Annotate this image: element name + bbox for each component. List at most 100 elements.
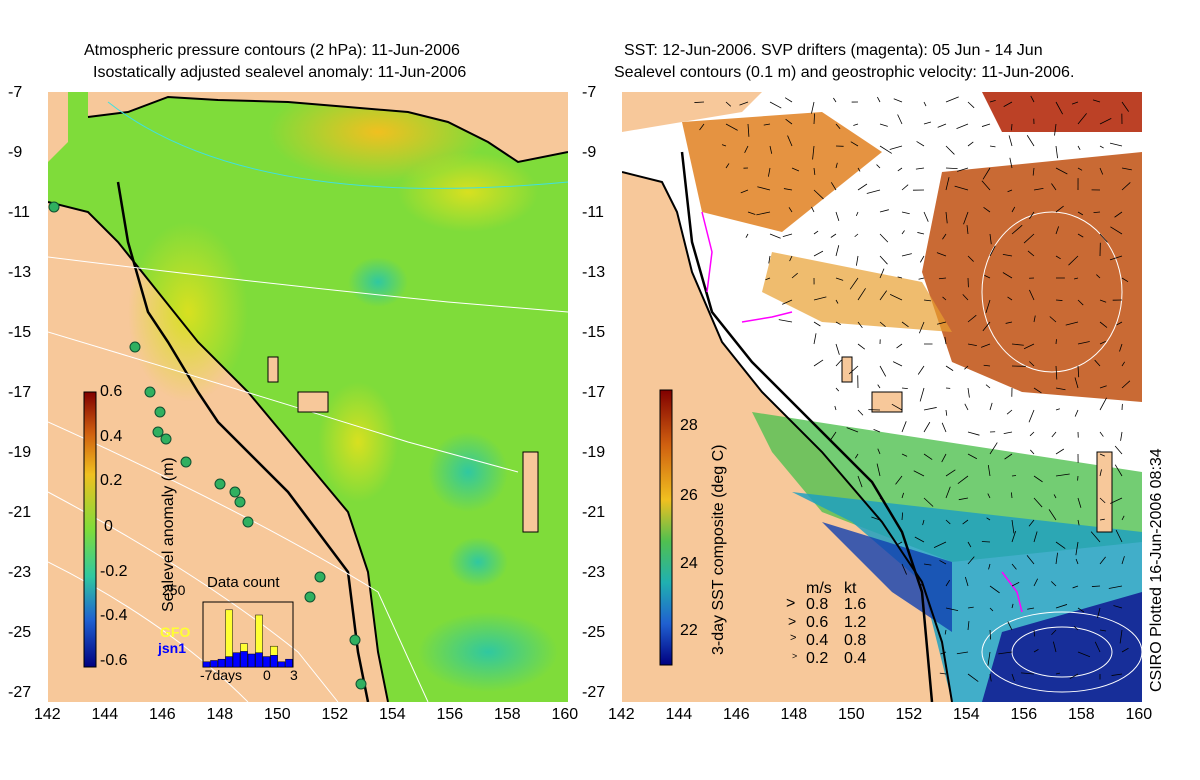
velocity-arrow: [1077, 519, 1080, 526]
lat-tick-label: -9: [582, 144, 597, 161]
velocity-arrow: [956, 651, 969, 655]
velocity-arrow: [945, 167, 958, 170]
velocity-arrow: [744, 145, 749, 153]
velocity-arrow: [1010, 492, 1013, 499]
velocity-arrow: [1121, 101, 1130, 112]
velocity-arrow: [1011, 581, 1020, 587]
velocity-arrow: [897, 276, 903, 279]
vel-kt: 1.2: [844, 614, 867, 631]
lon-tick-label: 152: [895, 706, 923, 723]
velocity-arrow: [1099, 167, 1104, 175]
velocity-arrow: [879, 268, 885, 279]
velocity-arrow: [1110, 497, 1123, 504]
velocity-arrow: [1077, 365, 1080, 378]
velocity-arrow: [739, 101, 749, 106]
velocity-arrow: [1077, 211, 1084, 216]
lon-tick-label: 148: [780, 706, 808, 723]
velocity-arrow: [944, 629, 947, 635]
inset-bar-jsn1: [217, 658, 226, 668]
velocity-arrow: [1048, 509, 1057, 521]
lat-tick-label: -17: [8, 384, 32, 401]
velocity-arrow: [1099, 453, 1105, 457]
right-cb-tick: 22: [680, 622, 698, 639]
velocity-arrow: [1029, 211, 1035, 220]
velocity-arrow: [747, 123, 750, 137]
sealevel-contour: [981, 611, 1142, 693]
velocity-arrow: [1007, 621, 1013, 631]
velocity-arrow: [956, 123, 969, 130]
velocity-arrow: [1121, 647, 1129, 653]
velocity-arrow: [857, 343, 866, 350]
tide-gauge-markers: [48, 201, 367, 690]
right-colorbar: [659, 389, 673, 666]
velocity-arrow: [857, 475, 863, 488]
new-guinea-land: [622, 92, 762, 132]
velocity-arrow: [787, 135, 793, 147]
lon-tick-label: 150: [264, 706, 291, 723]
velocity-arrow: [813, 321, 821, 327]
velocity-arrow: [915, 167, 925, 170]
velocity-arrow: [849, 277, 859, 290]
velocity-arrow: [1077, 113, 1087, 125]
velocity-arrow: [923, 211, 929, 222]
lon-tick-label: 146: [149, 706, 176, 723]
velocity-arrow: [1077, 497, 1082, 508]
velocity-arrow: [835, 387, 840, 392]
lon-tick-label: 142: [608, 706, 635, 723]
warm-sst: [922, 152, 1142, 402]
velocity-arrow: [1077, 651, 1091, 658]
right-cb-tick: 28: [680, 417, 698, 434]
velocity-arrow: [763, 123, 771, 126]
velocity-arrow: [813, 113, 815, 125]
velocity-arrow: [945, 409, 948, 416]
lat-tick-label: -9: [8, 144, 23, 161]
lat-tick-label: -25: [582, 624, 606, 641]
velocity-arrow: [811, 101, 815, 114]
right-cb-tick: 24: [680, 555, 698, 572]
warm-sst: [762, 252, 952, 332]
velocity-arrow: [1092, 99, 1101, 103]
velocity-arrow: [876, 463, 881, 477]
velocity-arrow: [1077, 167, 1083, 171]
velocity-arrow: [1093, 211, 1101, 214]
velocity-arrow: [945, 486, 951, 499]
velocity-arrow: [1108, 585, 1123, 589]
lat-tick-label: -25: [8, 624, 32, 641]
velocity-arrow: [879, 497, 886, 502]
velocity-arrow: [901, 211, 910, 215]
lon-tick-label: 160: [1125, 706, 1153, 723]
velocity-arrow: [1114, 445, 1123, 455]
velocity-arrow: [1011, 475, 1017, 477]
velocity-arrow: [983, 207, 991, 213]
velocity-arrow: [855, 211, 859, 217]
velocity-arrow: [919, 255, 925, 263]
velocity-arrow: [945, 469, 956, 477]
velocity-arrow: [1007, 189, 1013, 193]
velocity-arrow: [835, 211, 840, 221]
lat-tick-label: -23: [8, 564, 32, 581]
velocity-arrow: [813, 167, 816, 175]
velocity-arrow: [1055, 541, 1066, 549]
velocity-arrow: [938, 277, 947, 280]
velocity-arrow: [1090, 531, 1101, 543]
velocity-arrow: [1110, 226, 1123, 235]
inset-bar-jsn1: [202, 661, 211, 668]
velocity-arrow: [1119, 629, 1123, 644]
velocity-arrow: [783, 188, 793, 191]
velocity-arrow: [1051, 183, 1057, 191]
vel-unit-kt: kt: [844, 580, 857, 597]
velocity-arrow: [1071, 101, 1079, 105]
inset-bar-jsn1: [255, 652, 263, 668]
velocity-arrow: [1020, 672, 1035, 675]
velocity-arrow: [1120, 431, 1123, 441]
velocity-arrow: [923, 121, 932, 125]
lat-tick-label: -11: [582, 204, 604, 221]
velocity-arrow: [964, 365, 969, 370]
velocity-arrow: [1033, 315, 1036, 323]
velocity-arrow: [1032, 167, 1035, 176]
velocity-arrow: [873, 429, 881, 433]
velocity-arrow: [985, 384, 991, 389]
velocity-arrow: [918, 583, 925, 587]
velocity-arrow: [835, 321, 841, 326]
velocity-arrow: [789, 255, 793, 262]
